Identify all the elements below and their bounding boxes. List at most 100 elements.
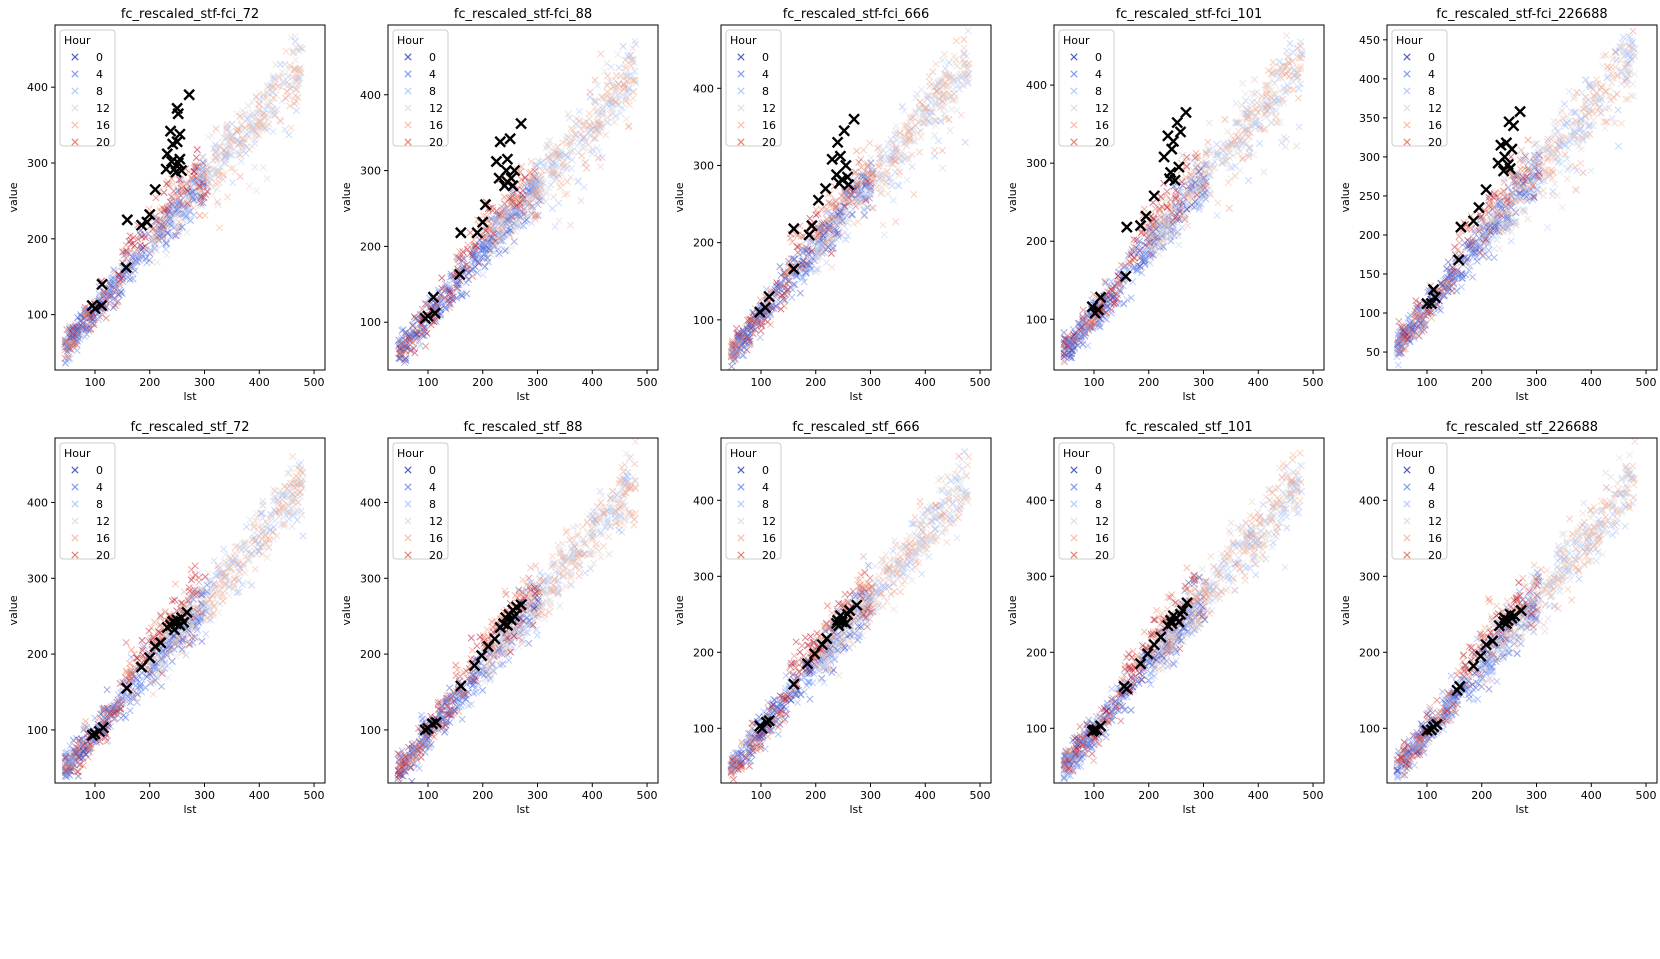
scatter-point (751, 326, 759, 334)
scatter-point (446, 286, 454, 294)
highlight-point (501, 153, 514, 166)
legend-title: Hour (397, 34, 424, 47)
scatter-point (866, 139, 874, 147)
scatter-point (800, 278, 808, 286)
scatter-point (888, 182, 896, 190)
scatter-point (1147, 244, 1156, 252)
scatter-point (1612, 48, 1620, 56)
scatter-point (1084, 323, 1092, 332)
scatter-point (1063, 346, 1071, 354)
scatter-point (220, 153, 228, 161)
scatter-point (192, 154, 200, 162)
scatter-point (779, 269, 787, 277)
scatter-point (208, 131, 216, 140)
scatter-point (169, 231, 177, 239)
scatter-point (1163, 220, 1171, 228)
scatter-point (565, 114, 574, 122)
scatter-point (1551, 180, 1559, 188)
scatter-point (1412, 297, 1420, 305)
scatter-point (1406, 311, 1414, 319)
x-tick-label: 100 (417, 376, 438, 389)
scatter-point (115, 286, 123, 294)
scatter-point (523, 216, 531, 224)
scatter-point (843, 206, 851, 214)
legend-entry-label: 0 (1095, 51, 1102, 64)
scatter-point (516, 200, 524, 208)
scatter-point (893, 136, 901, 144)
scatter-point (1146, 239, 1154, 247)
highlight-point (174, 128, 186, 141)
scatter-point (1507, 153, 1515, 161)
scatter-point (941, 64, 949, 73)
scatter-point (1275, 57, 1284, 65)
scatter-point (282, 94, 290, 102)
scatter-point (229, 164, 237, 172)
scatter-point (199, 199, 207, 207)
scatter-point (1184, 222, 1192, 230)
scatter-point (841, 202, 849, 210)
chart-panel: 100 200 300 400 500100200300400fc_rescaled_s… (1006, 7, 1325, 403)
scatter-point (942, 78, 950, 86)
scatter-point (1193, 191, 1201, 199)
scatter-point (1196, 183, 1205, 192)
scatter-point (190, 211, 198, 219)
scatter-point (519, 222, 527, 230)
scatter-point (446, 287, 454, 295)
highlight-point (848, 113, 860, 126)
scatter-point (402, 357, 410, 365)
scatter-point (1503, 215, 1511, 223)
scatter-point (892, 218, 900, 226)
scatter-point (1613, 56, 1621, 64)
legend-entry-label: 4 (429, 68, 436, 81)
scatter-point (1068, 339, 1076, 348)
scatter-point (855, 158, 863, 166)
scatter-point (1158, 242, 1166, 251)
scatter-point (1500, 175, 1509, 183)
scatter-point (497, 208, 505, 216)
scatter-point (1171, 214, 1179, 222)
scatter-point (830, 182, 838, 190)
scatter-point (1267, 110, 1275, 118)
scatter-point (622, 64, 630, 72)
scatter-point (589, 146, 597, 154)
scatter-point (965, 70, 973, 78)
scatter-point (479, 271, 487, 279)
scatter-point (800, 259, 808, 267)
scatter-point (1143, 234, 1151, 242)
scatter-point (550, 165, 558, 173)
highlight-point (149, 183, 162, 196)
scatter-point (1225, 164, 1233, 172)
scatter-point (900, 151, 908, 159)
scatter-point (544, 143, 553, 151)
y-tick-label: 300 (693, 159, 714, 172)
scatter-point (1528, 180, 1536, 188)
legend-entry-label: 20 (762, 136, 776, 149)
scatter-point (438, 274, 446, 282)
scatter-point (1134, 267, 1142, 275)
scatter-point (1622, 60, 1631, 68)
scatter-point (256, 118, 264, 126)
scatter-point (163, 180, 171, 188)
scatter-point (908, 163, 916, 171)
scatter-point (596, 123, 605, 131)
scatter-point (503, 204, 511, 212)
scatter-point (453, 294, 461, 302)
scatter-point (1127, 251, 1135, 259)
scatter-point (252, 133, 260, 141)
scatter-point (1628, 80, 1637, 88)
scatter-point (1544, 223, 1552, 231)
scatter-point (600, 67, 608, 75)
scatter-point (959, 81, 968, 89)
scatter-point (1552, 145, 1560, 153)
scatter-point (1260, 168, 1268, 176)
scatter-point (831, 216, 839, 224)
scatter-point (836, 210, 844, 218)
scatter-point (479, 245, 487, 253)
scatter-point (101, 293, 109, 302)
scatter-point (925, 73, 933, 81)
scatter-point (1149, 251, 1157, 259)
scatter-point (411, 349, 419, 357)
scatter-point (243, 115, 251, 123)
scatter-point (827, 199, 835, 208)
